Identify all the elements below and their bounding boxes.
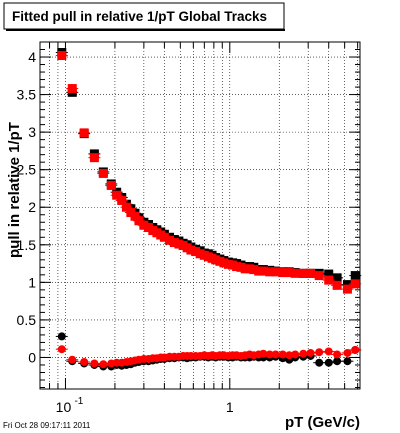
y-tick-label: 1.5 xyxy=(17,237,37,253)
x-tick-label-exponent: -1 xyxy=(74,396,83,407)
data-point-square xyxy=(258,266,268,276)
data-point-circle xyxy=(57,332,66,341)
data-point-square xyxy=(165,235,175,245)
data-point-square xyxy=(112,190,122,200)
data-point-square xyxy=(121,202,131,212)
data-point-circle xyxy=(68,355,77,364)
data-point-square xyxy=(159,232,169,242)
data-point-circle xyxy=(333,350,342,359)
y-tick-label: 3.5 xyxy=(17,87,37,103)
data-point-square xyxy=(342,284,352,294)
data-point-square xyxy=(298,268,308,278)
data-point-circle xyxy=(324,358,333,367)
data-point-square xyxy=(134,216,144,226)
x-tick-label: 10 xyxy=(56,399,72,415)
y-tick-label: 0.5 xyxy=(17,312,37,328)
data-point-circle xyxy=(333,357,342,366)
data-point-square xyxy=(117,195,127,205)
data-point-circle xyxy=(271,350,280,359)
y-tick-label: 0 xyxy=(28,349,36,365)
data-point-circle xyxy=(343,348,352,357)
data-point-square xyxy=(278,268,288,278)
x-tick-label: 1 xyxy=(226,399,234,415)
plot-frame-rect xyxy=(39,41,361,390)
data-point-circle xyxy=(315,348,324,357)
data-point-square xyxy=(186,245,196,255)
data-point-square xyxy=(284,268,294,278)
data-point-circle xyxy=(80,357,89,366)
data-point-square xyxy=(139,220,149,230)
y-axis-label: pull in relative 1/pT xyxy=(6,122,23,258)
data-point-circle xyxy=(259,349,268,358)
y-tick-label: 4 xyxy=(28,49,36,65)
x-axis-label: pT (GeV/c) xyxy=(285,414,360,431)
data-point-square xyxy=(130,211,140,221)
data-point-circle xyxy=(299,349,308,358)
data-point-square xyxy=(342,280,352,290)
data-point-square xyxy=(57,51,67,61)
data-point-circle xyxy=(278,350,287,359)
data-point-circle xyxy=(99,360,108,369)
data-point-circle xyxy=(57,345,66,354)
x-tick-labels: 10 -1 1 xyxy=(56,396,234,415)
y-tick-label: 2.5 xyxy=(17,162,37,178)
data-point-square xyxy=(350,271,360,281)
data-point-square xyxy=(249,265,259,275)
data-point-square xyxy=(350,279,360,289)
data-point-square xyxy=(332,280,342,290)
data-point-square xyxy=(89,153,99,163)
data-point-circle xyxy=(324,347,333,356)
data-point-circle xyxy=(90,359,99,368)
data-point-circle xyxy=(351,345,360,354)
data-point-circle xyxy=(291,350,300,359)
data-point-circle xyxy=(285,351,294,360)
data-point-square xyxy=(306,268,316,278)
data-point-square xyxy=(290,268,300,278)
data-point-square xyxy=(79,128,89,138)
data-point-square xyxy=(314,271,324,281)
data-point-square xyxy=(271,267,281,277)
y-tick-label: 1 xyxy=(28,274,36,290)
data-point-square xyxy=(332,273,342,283)
axis-ticks xyxy=(39,42,360,389)
y-tick-label: 3 xyxy=(28,124,36,140)
plot-frame xyxy=(39,41,361,390)
data-point-circle xyxy=(306,348,315,357)
data-points xyxy=(55,48,362,371)
chart-title: Fitted pull in relative 1/pT Global Trac… xyxy=(12,9,267,24)
data-point-square xyxy=(98,168,108,178)
data-point-square xyxy=(219,258,229,268)
data-point-square xyxy=(324,269,334,279)
data-point-circle xyxy=(343,357,352,366)
data-point-square xyxy=(324,275,334,285)
y-tick-label: 2 xyxy=(28,199,36,215)
y-tick-labels: 0 0.5 1 1.5 2 2.5 3 3.5 4 xyxy=(17,49,37,365)
footer-timestamp: Fri Oct 28 09:17:11 2011 xyxy=(3,421,91,430)
data-point-circle xyxy=(315,358,324,367)
data-point-square xyxy=(169,238,179,248)
data-point-square xyxy=(67,84,77,94)
title-box xyxy=(3,2,285,30)
data-point-square xyxy=(106,180,116,190)
